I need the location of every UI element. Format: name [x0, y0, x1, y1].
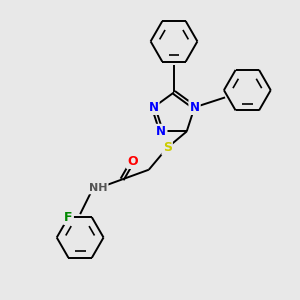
Text: O: O [127, 155, 138, 168]
Text: F: F [64, 211, 73, 224]
Text: N: N [156, 125, 166, 138]
Text: NH: NH [89, 183, 107, 193]
Text: N: N [190, 101, 200, 114]
Text: S: S [163, 141, 172, 154]
Text: N: N [148, 101, 158, 114]
